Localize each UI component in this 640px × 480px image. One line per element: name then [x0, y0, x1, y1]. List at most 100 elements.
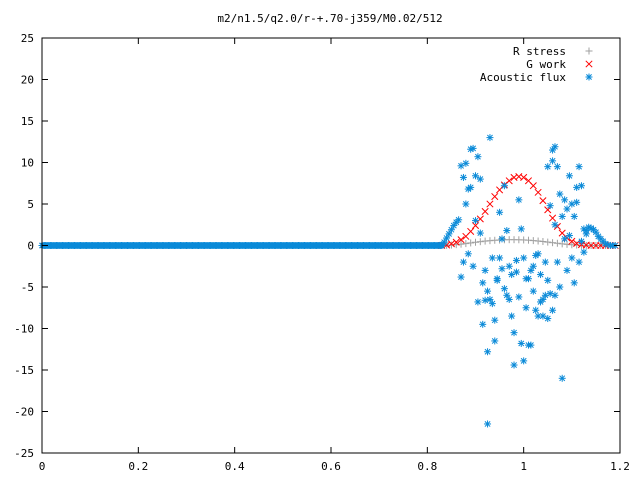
r-stress-point — [544, 238, 552, 246]
acoustic-flux-point — [532, 306, 540, 314]
g-work-point — [471, 222, 480, 230]
acoustic-flux-point — [544, 163, 552, 171]
acoustic-flux-point — [508, 312, 516, 320]
g-work-point — [549, 214, 557, 222]
acoustic-flux-point — [568, 254, 576, 262]
acoustic-flux-point — [517, 339, 525, 347]
acoustic-flux-point — [539, 295, 547, 303]
acoustic-flux-point — [561, 196, 569, 204]
x-tick-label: 1.2 — [610, 460, 630, 473]
acoustic-flux-point — [476, 229, 484, 237]
acoustic-flux-point — [558, 212, 566, 220]
acoustic-flux-point — [577, 182, 585, 190]
acoustic-flux-point — [464, 250, 472, 258]
acoustic-flux-point — [510, 361, 518, 369]
y-tick-label: 0 — [27, 240, 34, 253]
acoustic-flux-point — [582, 227, 590, 235]
acoustic-flux-point — [484, 287, 492, 295]
acoustic-flux-point — [515, 196, 523, 204]
g-work-point — [529, 182, 537, 190]
acoustic-flux-point — [476, 175, 484, 183]
acoustic-flux-point — [505, 262, 513, 270]
acoustic-flux-point — [575, 163, 583, 171]
acoustic-flux-point — [481, 266, 489, 274]
acoustic-flux-point — [515, 293, 523, 301]
g-work-point — [457, 236, 465, 244]
acoustic-flux-point — [580, 248, 588, 256]
g-work-point — [452, 238, 460, 246]
y-tick-label: -15 — [14, 364, 34, 377]
acoustic-flux-point — [544, 276, 552, 284]
legend-marker-r-stress — [585, 47, 593, 55]
acoustic-flux-point — [549, 306, 557, 314]
r-stress-point — [539, 238, 547, 246]
acoustic-flux-point — [551, 143, 559, 151]
acoustic-flux-point — [488, 300, 496, 308]
y-tick-label: -5 — [21, 281, 34, 294]
acoustic-flux-point — [496, 254, 504, 262]
acoustic-flux-point — [551, 221, 559, 229]
y-tick-label: 15 — [21, 115, 34, 128]
acoustic-flux-point — [570, 212, 578, 220]
r-stress-point — [549, 239, 557, 247]
acoustic-flux-point — [459, 258, 467, 266]
acoustic-flux-point — [556, 283, 564, 291]
acoustic-flux-point — [469, 144, 477, 152]
acoustic-flux-point — [491, 337, 499, 345]
acoustic-flux-point — [563, 266, 571, 274]
x-tick-label: 0 — [39, 460, 46, 473]
y-tick-label: -25 — [14, 447, 34, 460]
acoustic-flux-point — [447, 226, 455, 234]
x-tick-label: 0.2 — [128, 460, 148, 473]
acoustic-flux-point — [493, 276, 501, 284]
acoustic-flux-point — [565, 172, 573, 180]
acoustic-flux-point — [443, 234, 451, 242]
acoustic-flux-point — [484, 420, 492, 428]
acoustic-flux-point — [500, 285, 508, 293]
acoustic-flux-point — [532, 251, 540, 259]
acoustic-flux-point — [570, 279, 578, 287]
g-work-point — [568, 237, 576, 245]
axes: 0 0.2 0.4 0.6 0.8 1 1.2 -25 -20 -15 -10 -5 0 5 10 15 20 2… — [14, 32, 630, 473]
acoustic-flux-point — [553, 163, 561, 171]
acoustic-flux-point — [479, 320, 487, 328]
acoustic-flux-point — [491, 316, 499, 324]
acoustic-flux-point — [565, 232, 573, 240]
acoustic-flux-point — [472, 217, 479, 225]
acoustic-flux-point — [524, 275, 532, 283]
y-tick-label: -20 — [14, 406, 34, 419]
acoustic-flux-point — [484, 348, 492, 356]
acoustic-flux-point — [498, 235, 506, 243]
acoustic-flux-point — [462, 159, 470, 167]
acoustic-flux-point — [481, 296, 489, 304]
acoustic-flux-point — [549, 157, 557, 165]
acoustic-flux-point — [534, 312, 542, 320]
acoustic-flux-point — [553, 258, 561, 266]
r-stress-point — [553, 239, 561, 247]
acoustic-flux-point — [561, 235, 569, 243]
y-tick-label: -10 — [14, 323, 34, 336]
acoustic-flux-point — [486, 295, 494, 303]
g-work-point — [486, 200, 494, 208]
acoustic-flux-point — [486, 134, 494, 142]
acoustic-flux-point — [503, 227, 511, 235]
g-work-point — [539, 197, 547, 205]
series-r-stress — [438, 236, 619, 249]
y-tick-label: 20 — [21, 74, 34, 87]
g-work-point — [447, 240, 455, 248]
y-tick-label: 5 — [27, 198, 34, 211]
plot-area — [38, 134, 619, 428]
acoustic-flux-point — [488, 254, 496, 262]
acoustic-flux-point — [520, 254, 528, 262]
g-work-point — [476, 215, 484, 223]
x-tick-label: 0.8 — [417, 460, 437, 473]
x-tick-label: 0.6 — [321, 460, 341, 473]
acoustic-flux-point — [544, 315, 552, 323]
acoustic-flux-point — [541, 258, 549, 266]
r-stress-point — [462, 240, 470, 248]
acoustic-flux-point — [474, 298, 482, 306]
g-work-point — [534, 188, 542, 196]
legend-label-g-work: G work — [526, 58, 566, 71]
